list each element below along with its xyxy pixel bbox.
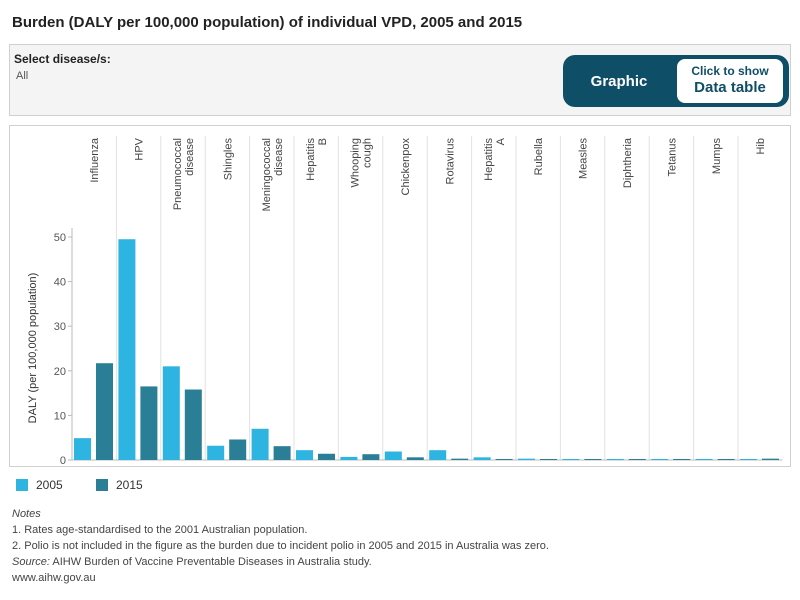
chart-frame: 0 10 20 30 40 50 DALY (per 100,000 population)… (9, 125, 791, 467)
bar-2015-pneumococcal-disease (184, 389, 202, 460)
data-table-label: Data table (694, 79, 766, 96)
website-link[interactable]: www.aihw.gov.au (12, 572, 96, 584)
category-label: Rubella (533, 137, 545, 175)
legend-swatch-2015 (96, 479, 108, 491)
bar-2015-hepatitis-a (495, 459, 513, 460)
category-label: Rotavirus (444, 138, 456, 185)
bar-2005-hepatitis-b (296, 450, 313, 460)
bar-2015-hpv (140, 386, 158, 460)
bar-2015-rotavirus (451, 458, 469, 460)
category-label: Hepatitis (483, 138, 495, 181)
bar-2005-diphtheria (606, 459, 624, 460)
legend-item-2005[interactable]: 2005 (16, 478, 63, 492)
category-label: disease (273, 138, 285, 176)
category-label: Shingles (222, 138, 234, 181)
y-tick-label: 20 (54, 366, 66, 378)
source-text: AIHW Burden of Vaccine Preventable Disea… (49, 556, 372, 568)
bar-2005-pneumococcal-disease (162, 366, 180, 460)
notes: Notes 1. Rates age-standardised to the 2… (12, 506, 549, 586)
bar-2005-rubella (518, 458, 535, 460)
y-tick-label: 40 (54, 277, 66, 289)
category-label: HPV (134, 137, 146, 160)
bar-2015-shingles (229, 439, 247, 460)
filter-label: Select disease/s: (14, 52, 111, 66)
bar-2005-mumps (695, 459, 713, 460)
bar-2005-whooping-cough (340, 456, 358, 460)
y-tick-label: 50 (54, 232, 66, 244)
bar-2015-hib (762, 458, 779, 460)
view-toggle[interactable]: Graphic Click to show Data table (563, 55, 789, 107)
category-label: Whooping (350, 138, 362, 188)
bar-2005-rotavirus (429, 450, 447, 460)
bar-2005-shingles (207, 445, 225, 460)
category-label: A (495, 137, 507, 145)
bar-2015-measles (584, 459, 602, 460)
bar-2015-tetanus (673, 459, 691, 460)
bar-2015-whooping-cough (362, 454, 380, 460)
bar-2015-mumps (717, 459, 735, 460)
bar-2005-hepatitis-a (473, 457, 491, 460)
bar-2005-hpv (118, 239, 136, 460)
bar-2005-influenza (74, 438, 91, 460)
y-axis-title: DALY (per 100,000 population) (27, 273, 39, 424)
disease-filter[interactable]: Select disease/s: All Graphic Click to s… (9, 44, 791, 116)
bar-2005-tetanus (651, 459, 669, 460)
note-1: 1. Rates age-standardised to the 2001 Au… (12, 524, 308, 536)
bar-2015-hepatitis-b (318, 453, 335, 460)
data-table-hint: Click to show (691, 64, 769, 78)
category-label: Tetanus (666, 138, 678, 177)
category-label: Meningococcal (261, 138, 273, 211)
y-tick-label: 30 (54, 321, 66, 333)
graphic-button[interactable]: Graphic (590, 72, 648, 90)
bar-2015-meningococcal-disease (273, 446, 291, 460)
legend-label-2015: 2015 (116, 478, 143, 492)
page-title: Burden (DALY per 100,000 population) of … (12, 14, 523, 31)
bar-2005-chickenpox (384, 451, 402, 460)
category-label: Measles (578, 138, 590, 179)
category-label: Influenza (89, 137, 101, 183)
category-label: Mumps (711, 138, 723, 175)
bar-2005-measles (562, 459, 580, 460)
note-2: 2. Polio is not included in the figure a… (12, 540, 549, 552)
legend-label-2005: 2005 (36, 478, 63, 492)
bar-2015-chickenpox (406, 457, 424, 460)
category-label: Hepatitis (305, 138, 317, 181)
category-label: Chickenpox (400, 138, 412, 196)
y-tick-label: 0 (60, 455, 66, 466)
category-label: cough (362, 138, 374, 168)
source-line: Source: AIHW Burden of Vaccine Preventab… (12, 554, 549, 570)
bar-2015-influenza (96, 363, 113, 460)
legend-item-2015[interactable]: 2015 (96, 478, 143, 492)
category-label: Diphtheria (622, 137, 634, 188)
bar-2005-meningococcal-disease (251, 428, 269, 460)
data-table-button[interactable]: Click to show Data table (677, 59, 783, 103)
bar-chart: 0 10 20 30 40 50 DALY (per 100,000 population)… (27, 136, 783, 467)
category-label: Pneumococcal (172, 138, 184, 210)
legend-swatch-2005 (16, 479, 28, 491)
source-label: Source: (12, 556, 50, 568)
category-label: disease (184, 138, 196, 176)
category-label: Hib (755, 138, 767, 155)
bar-2015-rubella (540, 459, 557, 460)
bar-2015-diphtheria (628, 459, 646, 460)
y-tick-label: 10 (54, 410, 66, 422)
category-label: B (317, 138, 329, 145)
filter-value[interactable]: All (16, 70, 29, 82)
bar-2005-hib (740, 459, 757, 460)
notes-heading: Notes (12, 508, 41, 520)
